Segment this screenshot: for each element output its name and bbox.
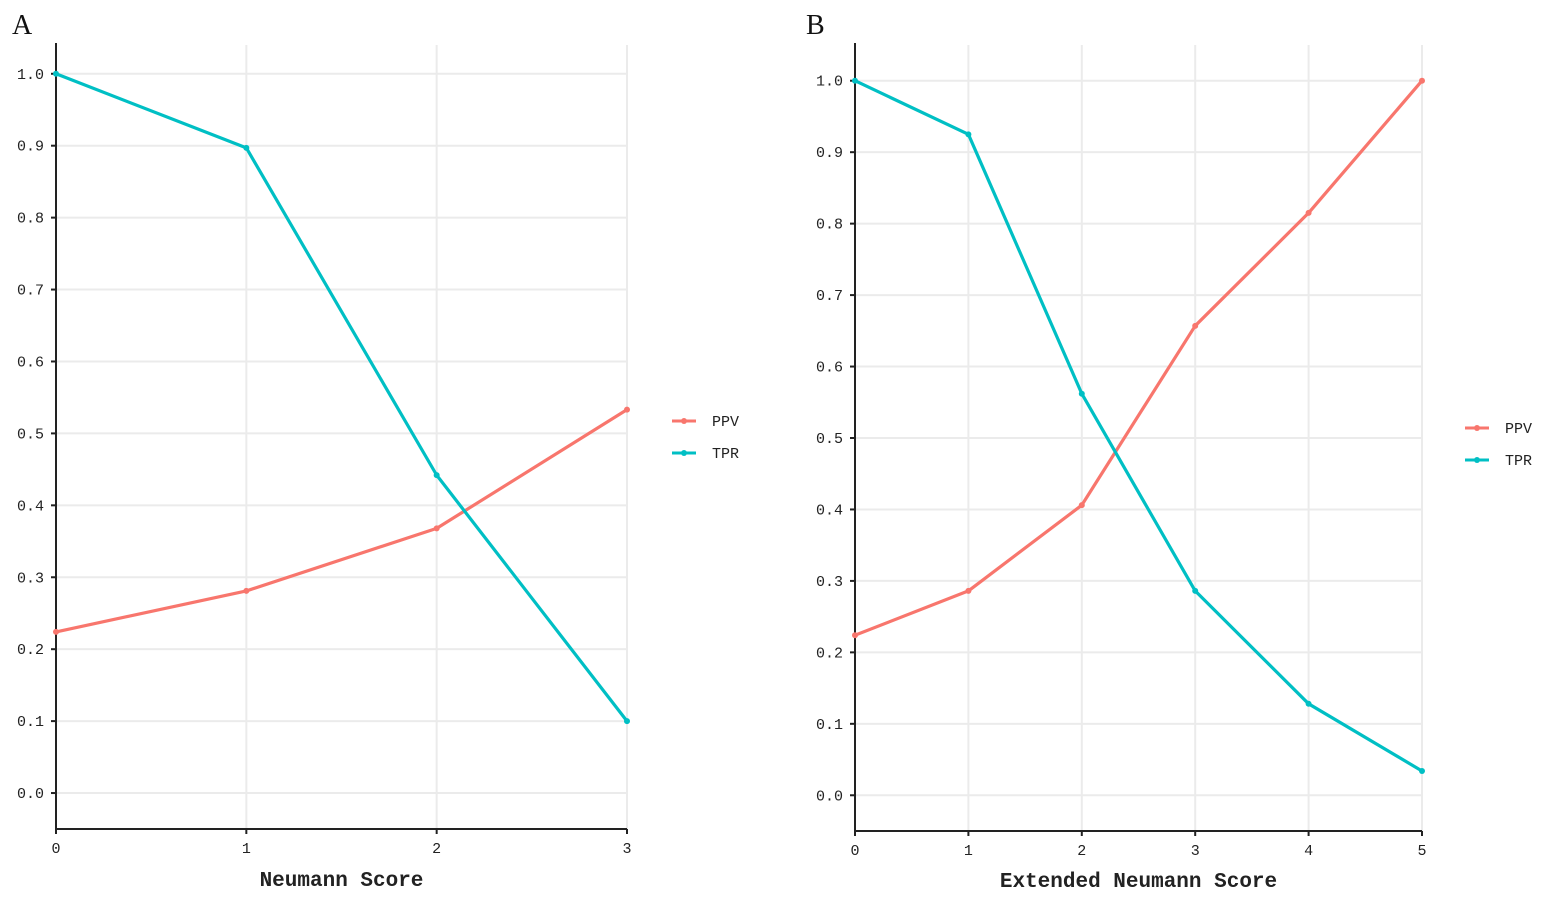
x-tick-label: 1 xyxy=(242,841,251,858)
series-tpr xyxy=(852,77,1425,774)
y-tick-label: 0.6 xyxy=(816,360,843,377)
data-point-ppv xyxy=(965,587,972,594)
series-tpr xyxy=(53,70,630,725)
series-line-tpr xyxy=(854,79,1423,773)
y-tick-label: 0.9 xyxy=(17,139,44,156)
panel-label: A xyxy=(12,10,33,41)
x-tick-label: 0 xyxy=(850,843,859,860)
legend-swatch-point xyxy=(1474,457,1480,463)
data-point-ppv xyxy=(53,628,59,635)
y-tick-label: 0.4 xyxy=(816,502,843,519)
x-tick-label: 2 xyxy=(432,841,441,858)
data-point-tpr xyxy=(624,718,630,725)
legend-swatch-point xyxy=(681,418,687,424)
gridlines xyxy=(55,45,628,829)
y-tick-label: 0.0 xyxy=(816,788,843,805)
y-tick-label: 1.0 xyxy=(816,74,843,91)
x-tick-label: 0 xyxy=(51,841,60,858)
data-point-tpr xyxy=(433,472,440,479)
gridlines xyxy=(854,45,1423,831)
x-tick-label: 4 xyxy=(1304,843,1313,860)
y-tick-label: 0.2 xyxy=(816,645,843,662)
legend-swatch-point xyxy=(1474,425,1480,431)
y-tick-label: 1.0 xyxy=(17,67,44,84)
y-tick-label: 0.5 xyxy=(17,426,44,443)
data-point-tpr xyxy=(1305,700,1312,707)
y-tick-label: 0.0 xyxy=(17,786,44,803)
data-point-tpr xyxy=(1192,587,1199,594)
y-tick-label: 0.3 xyxy=(816,574,843,591)
y-tick-label: 0.8 xyxy=(816,217,843,234)
y-tick-label: 0.8 xyxy=(17,211,44,228)
x-tick-label: 3 xyxy=(622,841,631,858)
y-tick-label: 0.4 xyxy=(17,498,44,515)
x-axis-title: Extended Neumann Score xyxy=(1000,871,1277,894)
series-line-tpr xyxy=(55,72,629,723)
legend-label: TPR xyxy=(1505,453,1532,470)
data-point-ppv xyxy=(852,632,858,639)
data-point-ppv xyxy=(433,525,440,532)
data-point-tpr xyxy=(243,144,250,151)
data-point-ppv xyxy=(243,587,250,594)
y-tick-label: 0.2 xyxy=(17,642,44,659)
series-line-ppv xyxy=(854,79,1424,637)
data-point-ppv xyxy=(1419,77,1425,84)
y-tick-label: 0.7 xyxy=(816,288,843,305)
legend: PPV TPR xyxy=(672,414,739,463)
legend-swatch-point xyxy=(681,450,687,456)
series-ppv xyxy=(53,406,630,635)
y-tick-label: 0.1 xyxy=(17,714,44,731)
series-line-ppv xyxy=(55,408,628,634)
legend-label: PPV xyxy=(1505,421,1532,438)
data-point-tpr xyxy=(965,131,972,138)
series-ppv xyxy=(852,77,1425,639)
y-tick-label: 0.6 xyxy=(17,354,44,371)
data-point-tpr xyxy=(1078,390,1085,397)
y-tick-label: 0.5 xyxy=(816,431,843,448)
x-tick-label: 3 xyxy=(1191,843,1200,860)
y-tick-label: 0.3 xyxy=(17,570,44,587)
y-tick-label: 0.1 xyxy=(816,717,843,734)
data-point-ppv xyxy=(624,406,630,413)
legend-label: PPV xyxy=(712,414,739,431)
legend-label: TPR xyxy=(712,446,739,463)
data-point-tpr xyxy=(53,70,59,77)
x-tick-label: 1 xyxy=(964,843,973,860)
data-point-ppv xyxy=(1078,502,1085,509)
legend: PPV TPR xyxy=(1465,421,1532,470)
data-point-tpr xyxy=(852,77,858,84)
y-tick-label: 0.9 xyxy=(816,145,843,162)
x-axis-title: Neumann Score xyxy=(260,870,424,893)
data-point-ppv xyxy=(1305,209,1312,216)
panel-label: B xyxy=(806,10,825,41)
data-point-ppv xyxy=(1192,322,1199,329)
data-point-tpr xyxy=(1419,767,1425,774)
x-tick-label: 2 xyxy=(1077,843,1086,860)
y-tick-label: 0.7 xyxy=(17,283,44,300)
chart-panel-a: A 0.0 0.1 0.2 0.3 0.4 0.5 0.6 0.7 0.8 0.9 1.0 0 1 2 3 Ne… xyxy=(12,10,739,893)
x-tick-label: 5 xyxy=(1417,843,1426,860)
chart-panel-b: B 0.0 0.1 0.2 0.3 0.4 0.5 0.6 0.7 0.8 0.9 1.0 0 1 2 3 4 5… xyxy=(806,10,1532,894)
